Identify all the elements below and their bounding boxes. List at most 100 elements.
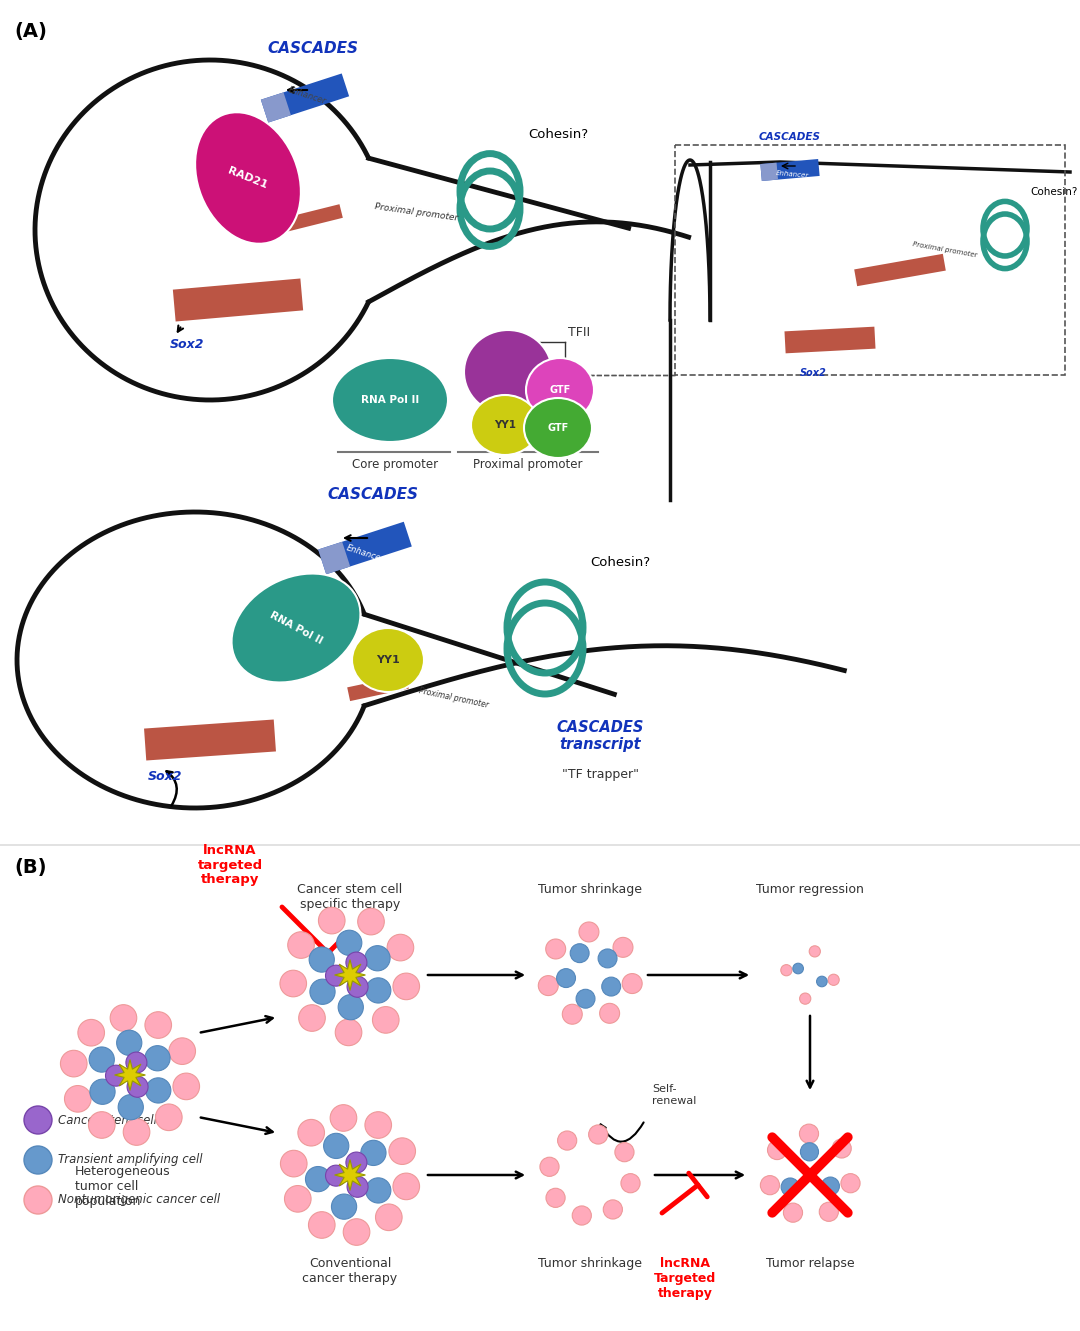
Circle shape [540, 1157, 559, 1177]
Circle shape [393, 973, 419, 1000]
Circle shape [287, 932, 314, 958]
Circle shape [90, 1047, 114, 1073]
Circle shape [816, 976, 827, 986]
Circle shape [346, 1153, 367, 1173]
Text: CASCADES: CASCADES [268, 41, 359, 56]
Text: Heterogeneous
tumor cell
population: Heterogeneous tumor cell population [75, 1165, 171, 1209]
Text: Conventional
cancer therapy: Conventional cancer therapy [302, 1256, 397, 1284]
Text: Cohesin?: Cohesin? [528, 129, 589, 141]
Text: Enhancer: Enhancer [345, 543, 386, 564]
Bar [283, 204, 342, 232]
Circle shape [387, 934, 414, 961]
Bar [261, 73, 349, 122]
Polygon shape [335, 960, 365, 990]
Circle shape [145, 1046, 170, 1071]
Text: RAD21: RAD21 [227, 165, 269, 190]
Circle shape [126, 1051, 147, 1073]
Text: Sox2: Sox2 [170, 338, 204, 351]
Circle shape [800, 1143, 819, 1161]
Circle shape [589, 1125, 608, 1145]
Circle shape [621, 1174, 640, 1193]
Circle shape [365, 1111, 392, 1138]
Circle shape [599, 1004, 620, 1024]
Circle shape [319, 908, 345, 934]
Circle shape [346, 952, 367, 973]
Circle shape [343, 1219, 369, 1246]
Circle shape [146, 1078, 171, 1103]
Circle shape [361, 1141, 386, 1166]
Circle shape [299, 1005, 325, 1032]
Circle shape [799, 1125, 819, 1143]
Ellipse shape [526, 358, 594, 422]
Circle shape [89, 1111, 116, 1138]
Text: YY1: YY1 [494, 421, 516, 430]
Circle shape [347, 1177, 368, 1198]
Text: Proximal promoter: Proximal promoter [374, 202, 459, 222]
Circle shape [309, 1211, 335, 1238]
Ellipse shape [195, 112, 301, 244]
Circle shape [781, 1178, 799, 1197]
Circle shape [793, 964, 804, 974]
Circle shape [310, 980, 335, 1005]
Text: GTF: GTF [548, 423, 569, 433]
Circle shape [366, 978, 391, 1004]
Text: Tumor regression: Tumor regression [756, 882, 864, 896]
Circle shape [820, 1202, 838, 1222]
Circle shape [615, 1142, 634, 1162]
Circle shape [332, 1194, 356, 1219]
Circle shape [841, 1174, 860, 1193]
Circle shape [325, 1165, 347, 1186]
Circle shape [127, 1077, 148, 1097]
Circle shape [24, 1146, 52, 1174]
Bar [319, 522, 411, 574]
Text: Enhancer: Enhancer [287, 85, 327, 106]
Text: Cancer stem cell: Cancer stem cell [58, 1114, 157, 1126]
Text: RNA Pol II: RNA Pol II [268, 610, 324, 646]
Text: Cancer stem cell
specific therapy: Cancer stem cell specific therapy [297, 882, 403, 910]
Text: (B): (B) [14, 858, 46, 877]
Circle shape [602, 977, 621, 996]
Text: (A): (A) [14, 23, 46, 41]
Ellipse shape [231, 574, 361, 683]
Circle shape [110, 1005, 137, 1032]
Text: Self-
renewal: Self- renewal [652, 1085, 697, 1106]
Circle shape [338, 994, 363, 1020]
Bar [854, 254, 946, 286]
Bar [261, 92, 291, 122]
Circle shape [545, 938, 566, 958]
Circle shape [357, 908, 384, 934]
Circle shape [309, 946, 335, 972]
Circle shape [809, 946, 821, 957]
Ellipse shape [352, 628, 424, 692]
Text: RNA Pol II: RNA Pol II [361, 395, 419, 405]
Circle shape [118, 1094, 144, 1119]
Text: Cohesin?: Cohesin? [590, 555, 650, 568]
Circle shape [60, 1050, 87, 1077]
Circle shape [598, 949, 617, 968]
Ellipse shape [524, 398, 592, 458]
Circle shape [365, 945, 390, 970]
Ellipse shape [471, 395, 539, 455]
Text: "TF trapper": "TF trapper" [562, 768, 638, 781]
Polygon shape [335, 1159, 365, 1190]
Circle shape [556, 969, 576, 988]
Circle shape [24, 1106, 52, 1134]
Text: Proximal promoter: Proximal promoter [418, 687, 489, 709]
Circle shape [123, 1119, 150, 1146]
Bar [173, 278, 303, 322]
Circle shape [78, 1020, 105, 1046]
Circle shape [570, 944, 589, 962]
Circle shape [393, 1173, 419, 1199]
Bar [760, 162, 778, 181]
Circle shape [832, 1139, 851, 1158]
Circle shape [325, 965, 347, 986]
Circle shape [335, 1020, 362, 1046]
Text: lncRNA
targeted
therapy: lncRNA targeted therapy [198, 844, 262, 886]
Circle shape [280, 970, 307, 997]
Circle shape [572, 1206, 592, 1225]
Circle shape [145, 1012, 172, 1038]
Ellipse shape [464, 330, 552, 414]
Circle shape [168, 1038, 195, 1065]
Text: CASCADES
transcript: CASCADES transcript [556, 720, 644, 752]
Circle shape [821, 1177, 839, 1195]
